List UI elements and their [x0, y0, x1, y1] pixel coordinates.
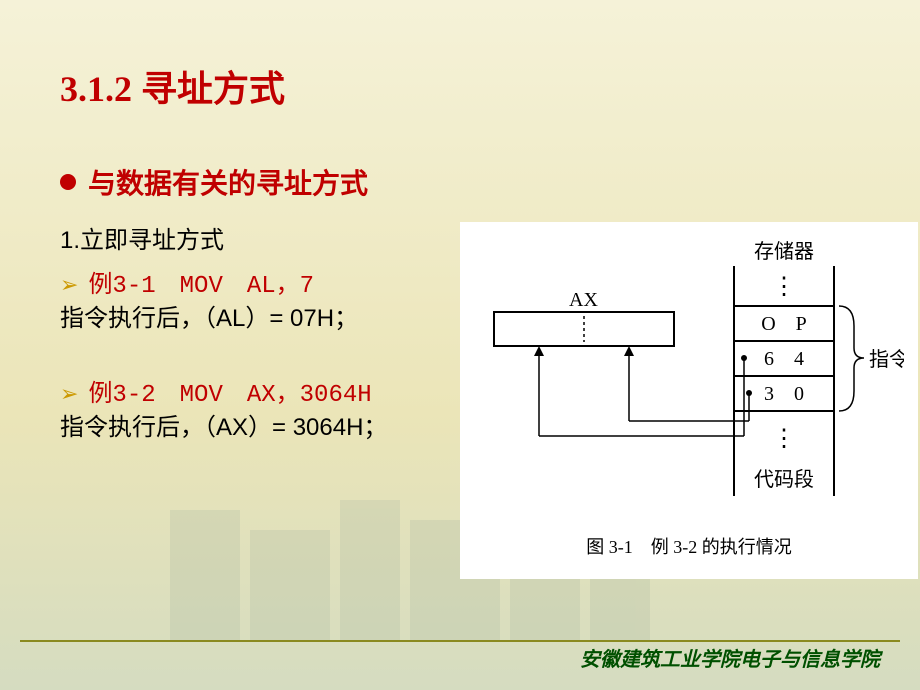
arrow-icon: ➢: [60, 381, 78, 407]
ellipsis-top: ⋮: [772, 274, 796, 300]
instr-label: 指令: [869, 348, 904, 371]
diagram-panel: 存储器 ⋮ O P 6 4 3 0 ⋮ 代码段: [460, 222, 918, 579]
footer-text: 安徽建筑工业学院电子与信息学院: [580, 643, 880, 672]
ax-label: AX: [569, 289, 598, 311]
example-2-row: ➢ 例3-2 MOV AX，3064H: [60, 373, 440, 409]
example-2-label: 例3-2 MOV AX，3064H: [88, 373, 371, 409]
example-1-label: 例3-1 MOV AL，7: [88, 264, 314, 300]
example-1-row: ➢ 例3-1 MOV AL，7: [60, 264, 440, 300]
diagram-caption: 图 3-1 例 3-2 的执行情况: [474, 533, 904, 559]
storage-label: 存储器: [754, 240, 814, 263]
cell-op: O P: [761, 313, 807, 335]
subtitle: 与数据有关的寻址方式: [88, 162, 368, 202]
cell-30: 3 0: [764, 383, 804, 405]
code-seg-label: 代码段: [754, 468, 814, 491]
cell-64: 6 4: [764, 348, 804, 370]
left-column: 1.立即寻址方式 ➢ 例3-1 MOV AL，7 指令执行后，（AL）= 07H…: [60, 222, 440, 447]
ellipsis-bot: ⋮: [772, 426, 796, 452]
subtitle-row: 与数据有关的寻址方式: [60, 162, 870, 202]
memory-diagram: 存储器 ⋮ O P 6 4 3 0 ⋮ 代码段: [474, 236, 904, 516]
arrow-icon: ➢: [60, 272, 78, 298]
footer-divider: [20, 640, 900, 642]
section-number: 1.立即寻址方式: [60, 222, 440, 260]
example-1-result: 指令执行后，（AL）= 07H；: [60, 300, 440, 338]
example-2-result: 指令执行后，（AX）= 3064H；: [60, 409, 440, 447]
bullet-icon: [60, 174, 76, 190]
page-title: 3.1.2 寻址方式: [60, 60, 870, 112]
